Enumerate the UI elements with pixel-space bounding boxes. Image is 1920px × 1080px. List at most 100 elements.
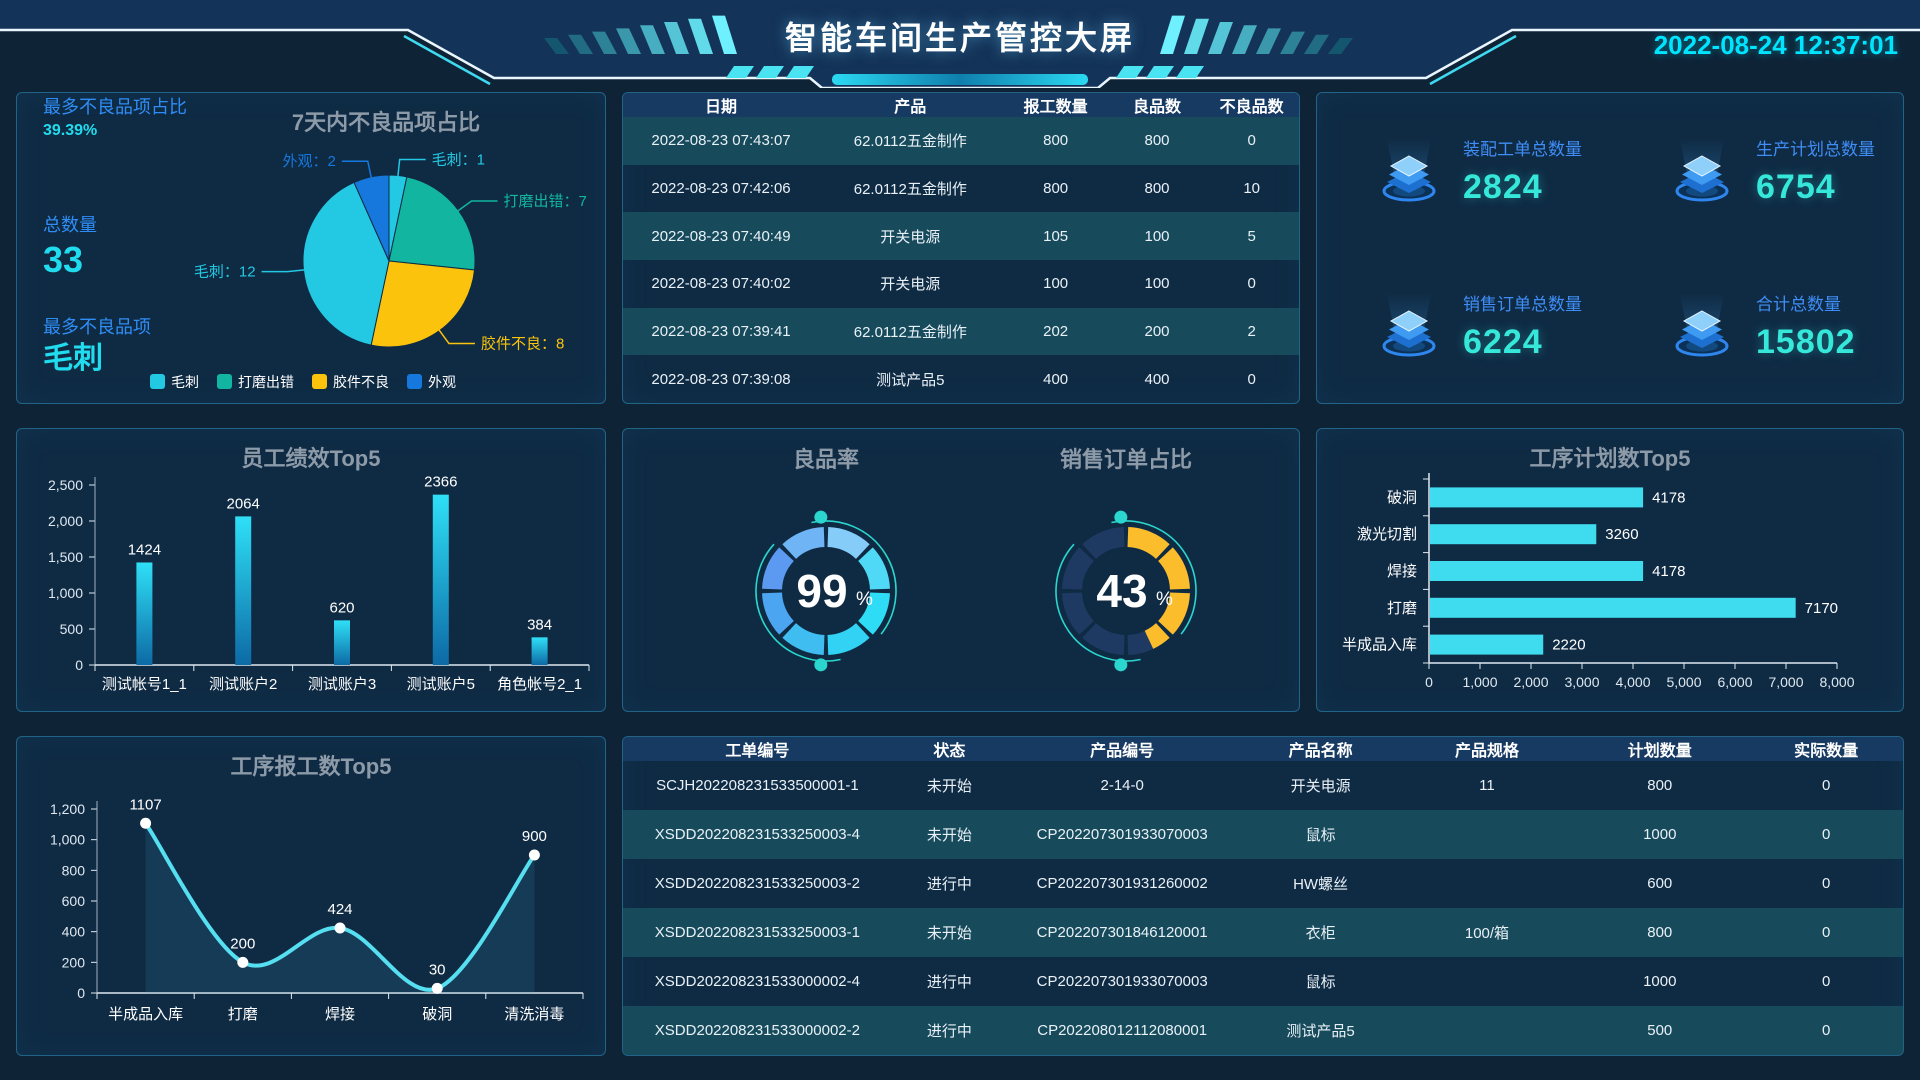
stat-value: 毛刺 [43,342,103,375]
gauge-value: 99 [796,565,847,617]
bar-value: 1424 [128,541,161,558]
panel-process-report: 工序报工数Top5 0 200 400 600 800 1,000 1,200 1107 半成品… [16,736,606,1056]
cell: XSDD202208231533250003-1 [654,924,860,941]
panel-gauges: 良品率 99% 销售订单占比 43% [622,428,1300,712]
column-header: 工单编号 [623,737,892,761]
stat-value: 6224 [1463,322,1543,361]
header-stripe [544,38,569,54]
x-category-label: 测试帐号1_1 [102,676,187,693]
bar-value: 620 [329,599,354,616]
cell: 62.0112五金制作 [853,323,967,341]
cell: CP202208012112080001 [1037,1022,1208,1039]
point-value: 200 [230,935,255,952]
column-header: 实际数量 [1749,737,1903,761]
stat-label: 生产计划总数量 [1756,139,1875,159]
header-tick [1146,66,1174,78]
column-header: 良品数 [1109,93,1205,117]
cell [1404,1006,1570,1055]
x-tick-label: 3,000 [1564,674,1599,690]
stat-label: 最多不良品项占比 [43,97,187,117]
x-category-label: 清洗消毒 [504,1006,564,1023]
cell: 开关电源 [880,228,941,246]
x-category-label: 焊接 [325,1006,355,1023]
cell: 0 [1822,924,1831,941]
y-tick-label: 400 [62,924,86,940]
cell: 未开始 [926,925,972,942]
bar [531,637,548,665]
stat-label: 最多不良品项 [43,317,151,337]
cell: CP202207301933070003 [1036,973,1208,990]
gauge-ring-segment [1082,527,1125,559]
gauge-accent-arc [1055,543,1141,662]
cell: 进行中 [926,974,972,991]
legend-label: 毛刺 [171,374,199,390]
column-header: 报工数量 [1001,93,1110,117]
employee-performance-chart: 0 500 1,000 1,500 2,000 2,500 1424 测试帐号1_1 2064 测… [48,474,590,693]
table-row: SCJH202208231533500001-1 未开始 2-14-0 开关电源 11 8… [623,761,1903,810]
y-category-label: 焊接 [1387,563,1417,580]
pie-label: 打磨出错：7 [504,193,587,210]
cell: CP202207301933070003 [1036,826,1208,843]
gauge-dot [814,510,828,524]
bar-value: 7170 [1805,600,1838,617]
process-plan-chart: 0 1,000 2,000 3,000 4,000 5,000 6,000 7,000 8,00… [1342,473,1855,690]
header-stripe [712,15,737,55]
table-row: 2022-08-23 07:39:41 62.0112五金制作 202 200 2 [623,307,1299,356]
stat-card-assembly: 装配工单总数量 2824 [1317,93,1610,248]
header-stripe [568,34,593,54]
x-category-label: 破洞 [422,1006,452,1023]
header-tick [1176,66,1204,78]
board: 7天内不良品项占比 总数量 33 最多不良品项 毛刺 最多不良品项占比 39.3… [16,92,1904,1056]
stat-value: 39.39% [43,122,98,139]
cell: 0 [1822,826,1831,843]
bar-value: 2220 [1552,637,1585,654]
stat-card-total: 合计总数量 15802 [1610,248,1903,403]
cell: 202 [1043,322,1069,340]
panel-title: 员工绩效Top5 [241,446,381,471]
panel-defect-ratio: 7天内不良品项占比 总数量 33 最多不良品项 毛刺 最多不良品项占比 39.3… [16,92,606,404]
gauge-dot [1114,510,1128,524]
table-row: XSDD202208231533000002-4 进行中 CP20220730193… [623,957,1903,1006]
pie-label: 毛刺：12 [194,264,256,281]
table-row: 2022-08-23 07:43:07 62.0112五金制作 800 800 0 [623,117,1299,165]
y-tick-label: 1,000 [48,585,83,601]
x-tick-label: 6,000 [1717,674,1752,690]
x-tick-label: 8,000 [1819,674,1854,690]
pie-label-line [397,158,426,177]
pie-label: 外观：2 [282,153,335,170]
pie-label-line [438,329,475,345]
gauge-ring-segment [1127,527,1170,559]
gauge-dot [1114,658,1128,672]
bar-value: 384 [527,616,552,633]
y-category-label: 打磨 [1387,600,1417,617]
cell: 2022-08-23 07:43:07 [651,132,791,150]
x-tick-label: 7,000 [1768,674,1803,690]
cell: 100/箱 [1464,925,1510,942]
layers-icon [1675,138,1729,201]
legend-swatch [217,374,232,389]
x-category-label: 半成品入库 [108,1006,183,1023]
gauge-ring-segment [1062,547,1094,590]
cell: 200 [1144,322,1170,340]
bar-value: 4178 [1652,563,1685,580]
column-header: 产品规格 [1403,737,1571,761]
cell: XSDD202208231533000002-4 [654,973,860,990]
table-row: XSDD202208231533250003-1 未开始 CP20220730184… [623,908,1903,957]
cell: 0 [1822,1022,1831,1039]
gauge-suffix: % [856,589,873,610]
header-stripe [1184,18,1209,54]
cell: 800 [1647,924,1673,941]
pie-label: 毛刺：1 [432,152,485,169]
bar [334,620,350,665]
x-category-label: 测试账户3 [308,676,376,693]
cell: 105 [1043,227,1069,245]
header-tick [786,66,814,78]
table-row: 2022-08-23 07:40:02 开关电源 100 100 0 [623,260,1299,308]
table-header-row: 日期 产品 报工数量 良品数 不良品数 [623,93,1299,117]
bar [1430,634,1544,655]
defect-ratio-stat: 最多不良品项占比 39.39% [43,93,187,140]
gauge-accent-arc [755,543,841,662]
cell: 100 [1144,275,1170,293]
legend-label: 外观 [428,374,456,390]
